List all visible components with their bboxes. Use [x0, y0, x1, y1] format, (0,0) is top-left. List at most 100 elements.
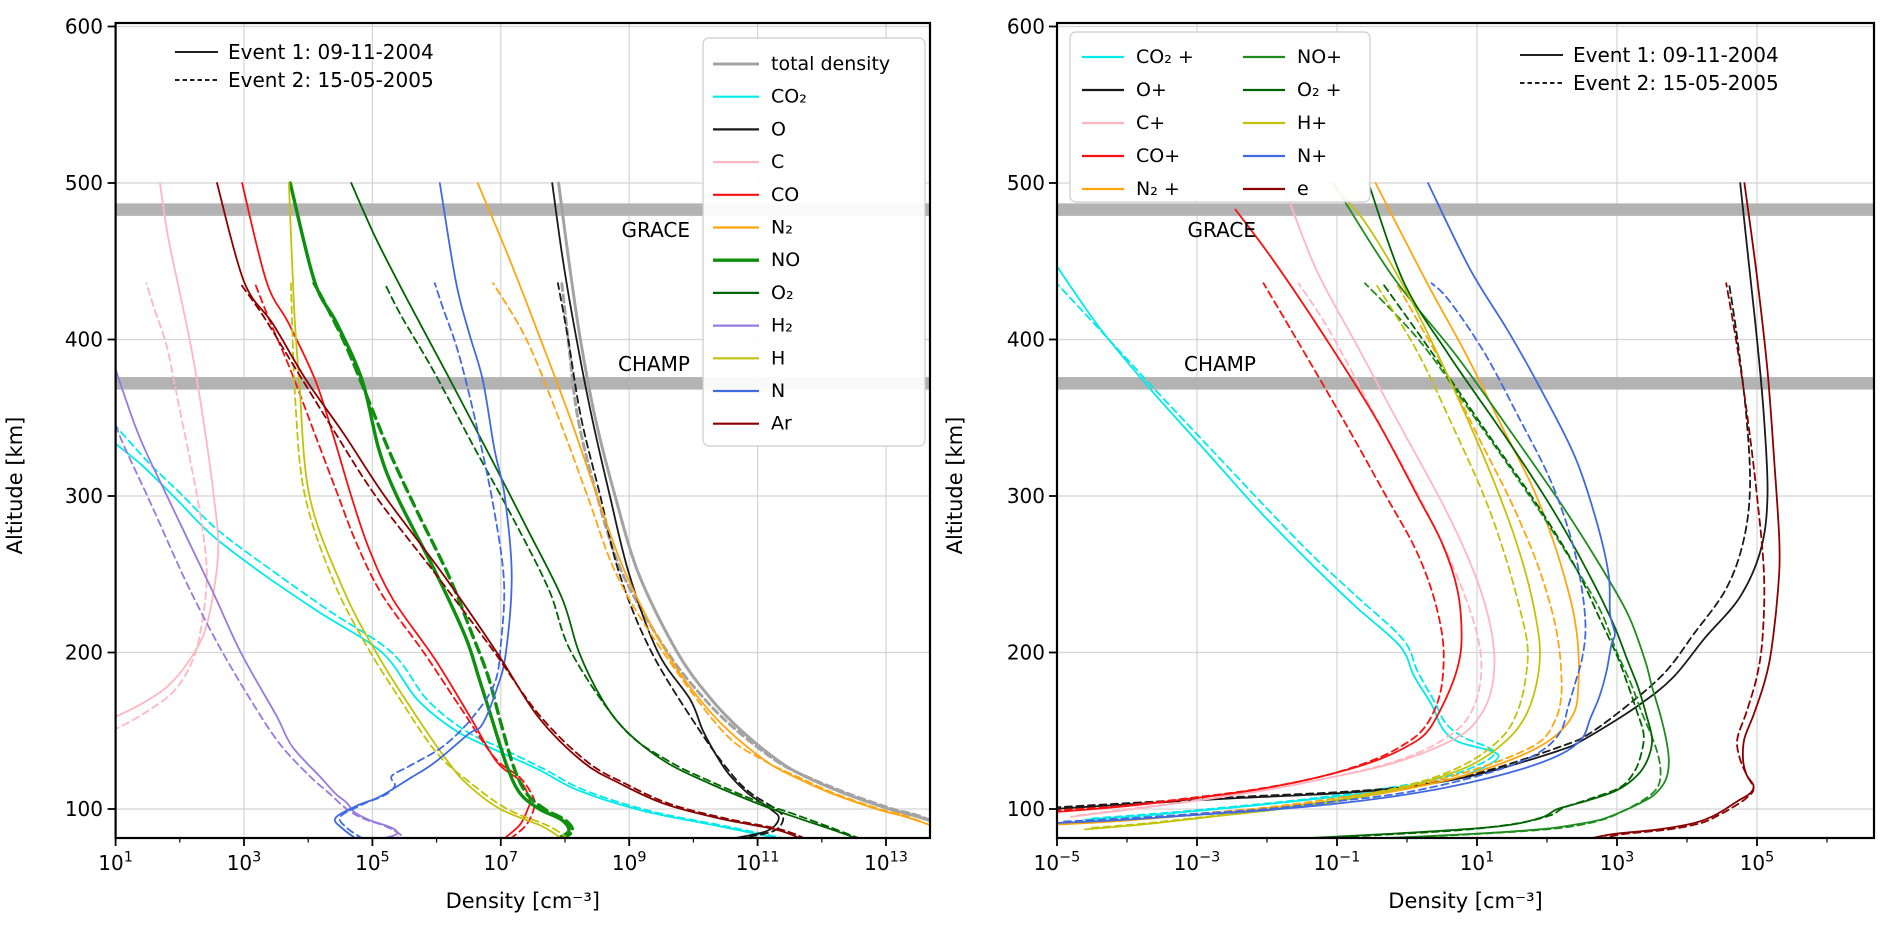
legend-label: O+ — [1136, 79, 1167, 101]
x-tick-label: 107 — [483, 850, 518, 875]
x-tick-label: 1013 — [864, 850, 908, 875]
species-legend-box — [1069, 31, 1371, 203]
series-Ar-event2-line — [239, 282, 807, 838]
series-N₂-event1-line — [1057, 182, 1580, 826]
legend-label: N+ — [1297, 145, 1327, 167]
legend-label: O₂ + — [1297, 79, 1342, 101]
y-tick-label: 400 — [1007, 328, 1045, 352]
legend-label: N₂ — [771, 217, 793, 239]
legend-label: O₂ — [771, 282, 794, 304]
y-tick-label: 400 — [65, 328, 103, 352]
x-tick-label: 103 — [227, 850, 262, 875]
series-e-event2-line — [1598, 282, 1766, 838]
x-tick-label: 103 — [1600, 850, 1635, 875]
x-tick-label: 1011 — [736, 850, 780, 875]
series-O-event2-line — [1057, 282, 1752, 809]
y-tick-label: 500 — [1007, 171, 1045, 195]
legend-label: O — [771, 118, 786, 140]
event-legend-label: Event 2: 15-05-2005 — [1573, 71, 1779, 95]
series-O₂-event2-line — [1304, 282, 1645, 838]
series-N-event1-line — [1057, 182, 1616, 824]
legend-label: N₂ + — [1136, 178, 1180, 200]
x-axis-label: Density [cm⁻³] — [1388, 889, 1542, 913]
series-O₂-event2-line — [383, 282, 861, 838]
series-Ar-event1-line — [216, 182, 802, 838]
series-NO-event1-line — [288, 181, 571, 838]
series-e-event1-line — [1588, 182, 1781, 838]
band-label-champ: CHAMP — [618, 352, 690, 376]
legend-label: H+ — [1297, 112, 1327, 134]
legend-label: H — [771, 347, 785, 369]
series-N₂-event2-line — [492, 282, 931, 827]
y-tick-label: 200 — [1007, 641, 1045, 665]
x-tick-label: 105 — [355, 850, 390, 875]
legend-label: CO — [771, 184, 799, 206]
species-legend-box — [702, 37, 926, 447]
x-axis-label: Density [cm⁻³] — [446, 889, 600, 913]
y-axis-label: Altitude [km] — [3, 417, 27, 555]
band-grace — [1057, 203, 1874, 216]
legend-label: total density — [771, 53, 890, 75]
series-N-event2-line — [1063, 282, 1587, 823]
legend-label: N — [771, 380, 785, 402]
series-C-event1-line — [1070, 186, 1496, 818]
series-CO₂-event2-line — [1057, 282, 1496, 820]
y-tick-label: 300 — [65, 484, 103, 508]
band-champ — [1057, 377, 1874, 390]
event-legend-label: Event 1: 09-11-2004 — [1573, 43, 1779, 67]
y-tick-label: 200 — [65, 641, 103, 665]
series-O₂-event1-line — [1294, 182, 1653, 838]
series-NO-event1-line — [1332, 182, 1670, 838]
y-tick-label: 100 — [65, 797, 103, 821]
band-label-grace: GRACE — [1187, 218, 1256, 242]
event-legend-label: Event 1: 09-11-2004 — [228, 40, 434, 64]
y-tick-label: 300 — [1007, 484, 1045, 508]
legend-label: Ar — [771, 413, 792, 435]
series-N-event1-line — [333, 182, 513, 838]
legend-label: C+ — [1136, 112, 1165, 134]
series-O-event1-line — [551, 182, 780, 838]
x-tick-label: 10−5 — [1034, 850, 1081, 875]
series-O-event1-line — [1057, 182, 1769, 810]
x-tick-label: 10−3 — [1174, 850, 1221, 875]
x-tick-label: 101 — [98, 850, 133, 875]
series-H₂-event2-line — [115, 421, 403, 838]
series-totaldensity-event1-line — [557, 181, 931, 823]
x-tick-label: 105 — [1740, 850, 1775, 875]
series-H-event1-line — [288, 182, 563, 838]
y-tick-label: 500 — [65, 171, 103, 195]
series-H-event1-line — [1084, 182, 1541, 831]
event-legend-label: Event 2: 15-05-2005 — [228, 68, 434, 92]
series-CO₂-event1-line — [115, 442, 781, 838]
band-label-champ: CHAMP — [1184, 352, 1256, 376]
plot-border — [114, 21, 932, 840]
series-CO-event1-line — [1057, 208, 1463, 813]
legend-label: NO+ — [1297, 46, 1342, 68]
series-C-event2-line — [1077, 282, 1483, 817]
legend-label: e — [1297, 178, 1309, 200]
legend-label: NO — [771, 249, 800, 271]
series-CO₂-event1-line — [1057, 264, 1500, 821]
series-N₂-event2-line — [1063, 282, 1563, 824]
series-totaldensity-event2-line — [560, 281, 931, 822]
legend-label: CO+ — [1136, 145, 1180, 167]
series-N-event2-line — [338, 282, 506, 838]
series-H-event2-line — [290, 282, 569, 838]
series-O-event2-line — [557, 282, 785, 838]
legend-label: CO₂ + — [1136, 46, 1194, 68]
x-tick-label: 10−1 — [1314, 850, 1361, 875]
y-tick-label: 100 — [1007, 797, 1045, 821]
y-tick-label: 600 — [65, 15, 103, 39]
legend-label: H₂ — [771, 315, 793, 337]
series-NO-event2-line — [312, 281, 575, 838]
series-NO-event2-line — [1364, 282, 1662, 838]
series-H₂-event1-line — [115, 366, 399, 838]
plot-border — [1055, 21, 1876, 840]
series-C-event2-line — [115, 282, 208, 731]
y-tick-label: 600 — [1007, 15, 1045, 39]
x-tick-label: 101 — [1460, 850, 1495, 875]
series-N₂-event1-line — [476, 182, 931, 826]
band-label-grace: GRACE — [621, 218, 690, 242]
